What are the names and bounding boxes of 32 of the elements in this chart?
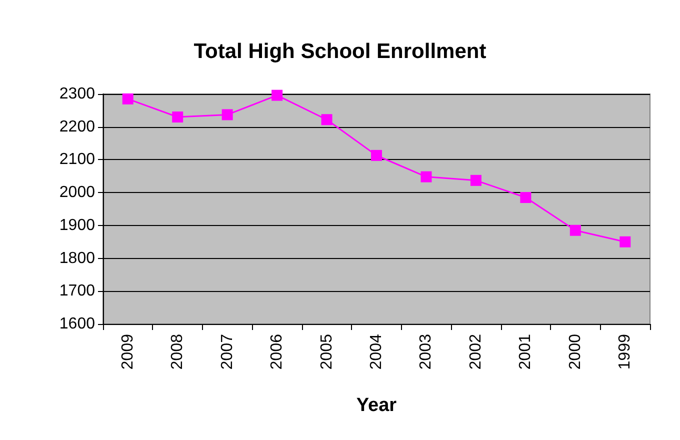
x-tick-label: 2004 <box>368 334 385 370</box>
x-tick-label: 2007 <box>218 334 236 370</box>
point <box>470 174 482 186</box>
point <box>172 112 184 122</box>
x-tick-label: 2005 <box>318 334 336 370</box>
point <box>420 171 432 182</box>
x-tick-label: 2002 <box>467 334 484 370</box>
point <box>272 90 283 101</box>
y-tick-label: 2100 <box>59 151 96 168</box>
point <box>371 150 382 161</box>
point <box>321 114 332 126</box>
x-tick-label: 2003 <box>418 334 435 370</box>
x-tick-label: 2009 <box>119 334 136 370</box>
x-tick-label: 2006 <box>268 334 286 370</box>
x-tick-label: 2000 <box>566 334 584 370</box>
y-tick-label: 1900 <box>59 216 96 234</box>
point <box>122 93 134 104</box>
y-tick-label: 1800 <box>59 250 96 267</box>
x-tick-label: 2001 <box>517 334 534 370</box>
y-tick-label: 1600 <box>59 316 96 332</box>
point <box>570 224 581 236</box>
point <box>222 109 233 120</box>
chart-title: Total High School Enrollment <box>194 40 486 63</box>
point <box>520 192 532 203</box>
x-tick-label: 2008 <box>169 334 186 370</box>
x-axis-title: Year <box>356 395 398 416</box>
y-tick-label: 2300 <box>59 86 96 102</box>
y-tick-label: 2000 <box>59 184 96 202</box>
point <box>620 236 631 248</box>
x-tick-label: 1999 <box>616 334 634 370</box>
y-tick-label: 1700 <box>59 282 96 300</box>
y-tick-label: 2200 <box>59 118 96 136</box>
